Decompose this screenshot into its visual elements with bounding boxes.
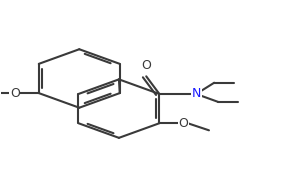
Text: O: O xyxy=(141,59,151,72)
Text: O: O xyxy=(178,117,188,130)
Text: N: N xyxy=(192,87,201,100)
Text: O: O xyxy=(10,87,20,100)
